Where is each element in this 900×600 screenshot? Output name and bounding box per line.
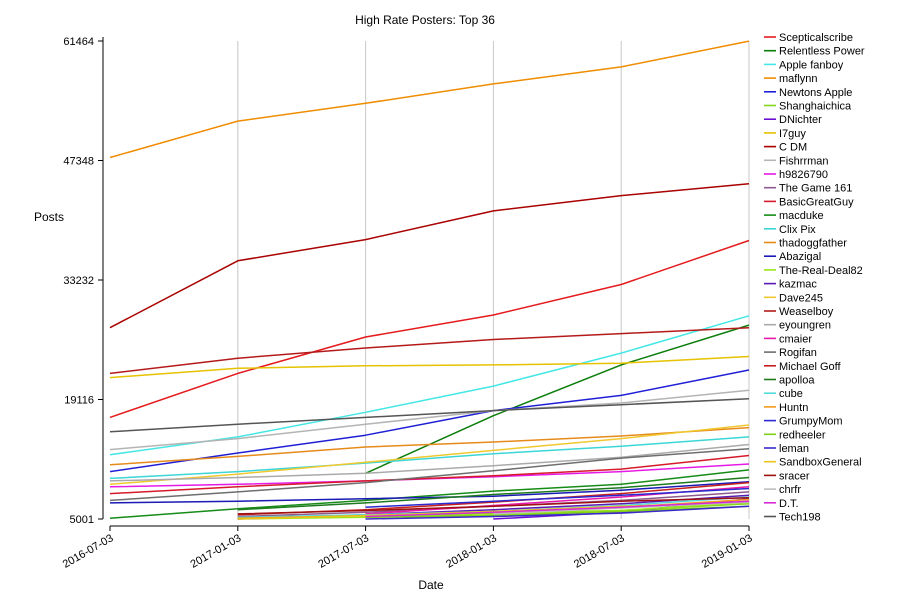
legend-entry: leman <box>779 443 809 455</box>
series-line-chrfr <box>493 501 750 515</box>
series-line-clix-pix <box>109 436 750 480</box>
series-line-basicgreatguy <box>109 454 750 495</box>
legend-entry: DNichter <box>779 114 822 126</box>
legend-entry: Apple fanboy <box>779 59 844 71</box>
x-axis-label: Date <box>418 578 444 592</box>
series-line-relentless-power <box>365 324 750 474</box>
legend-entry: Tech198 <box>779 512 821 524</box>
x-tick-label: 2017-01-03 <box>189 532 244 571</box>
vertical-gridlines <box>237 41 750 519</box>
legend-entry: Fishrrman <box>779 155 829 167</box>
y-tick-label: 19116 <box>64 395 94 407</box>
legend-entry: Clix Pix <box>779 224 816 236</box>
legend-entry: GrumpyMom <box>779 416 843 428</box>
series-line-abazigal <box>109 481 750 504</box>
legend-entry: chrfr <box>779 484 801 496</box>
legend-entry: BasicGreatGuy <box>779 196 854 208</box>
legend-entry: Abazigal <box>779 251 821 263</box>
series-line-maflynn <box>109 40 750 159</box>
series-line-redheeler <box>365 505 750 519</box>
series-line-i7guy <box>109 355 750 379</box>
legend-entry: h9826790 <box>779 169 828 181</box>
series-line-tech198 <box>109 398 750 433</box>
legend-entry: sracer <box>779 470 810 482</box>
legend-entry: macduke <box>779 210 824 222</box>
legend-entry: maflynn <box>779 73 818 85</box>
x-tick-label: 2016-07-03 <box>61 532 116 571</box>
legend-entry: I7guy <box>779 128 806 140</box>
series-line-newtons-apple <box>109 369 750 473</box>
legend-entry: Relentless Power <box>779 46 865 58</box>
legend-entry: eyoungren <box>779 320 831 332</box>
series-line-leman <box>365 505 750 520</box>
x-tick-label: 2018-01-03 <box>444 532 499 571</box>
series-line-rogifan <box>109 447 750 502</box>
series-line-the-real-deal82 <box>237 501 750 520</box>
series-line-weaselboy <box>109 326 750 375</box>
legend-entry: redheeler <box>779 429 826 441</box>
y-tick-label: 5001 <box>70 514 94 526</box>
y-axis-label: Posts <box>34 210 64 224</box>
series-lines <box>109 40 750 520</box>
legend-entry: Shanghaichica <box>779 101 852 113</box>
legend-entry: Rogifan <box>779 347 817 359</box>
x-tick-label: 2018-07-03 <box>572 532 627 571</box>
legend-entry: cube <box>779 388 803 400</box>
series-line-c-dm <box>109 183 750 329</box>
legend-entry: Newtons Apple <box>779 87 852 99</box>
legend-entry: D.T. <box>779 498 799 510</box>
legend-entry: Scepticalscribe <box>779 32 853 44</box>
legend-entry: The-Real-Deal82 <box>779 265 863 277</box>
series-line-macduke <box>109 469 750 519</box>
legend-entry: cmaier <box>779 333 812 345</box>
series-line-apolloa <box>237 476 750 511</box>
series-line-d-t <box>365 500 750 518</box>
chart-title: High Rate Posters: Top 36 <box>355 13 495 27</box>
legend-entry: Weaselboy <box>779 306 834 318</box>
legend-entry: kazmac <box>779 279 817 291</box>
x-tick-label: 2017-07-03 <box>316 532 371 571</box>
legend-entry: Dave245 <box>779 292 823 304</box>
y-tick-label: 61464 <box>63 36 94 48</box>
legend-entry: Huntn <box>779 402 808 414</box>
x-axis: 2016-07-03 2017-01-03 2017-07-03 2018-01-03… <box>61 525 755 571</box>
series-line-dave245 <box>109 424 750 486</box>
series-line-thadoggfather <box>109 426 750 466</box>
series-line-grumpymom <box>365 487 750 508</box>
legend-entry: The Game 161 <box>779 183 852 195</box>
series-line-sracer <box>237 497 750 515</box>
series-line-eyoungren <box>109 443 750 482</box>
series-line-h9826790 <box>109 463 750 488</box>
legend-entry: Michael Goff <box>779 361 841 373</box>
y-tick-label: 33232 <box>63 275 94 287</box>
series-line-fishrrman <box>109 389 750 451</box>
y-tick-label: 47348 <box>63 156 94 168</box>
legend-entry: apolloa <box>779 375 815 387</box>
legend-entry: thadoggfather <box>779 238 847 250</box>
series-line-scepticalscribe <box>109 239 750 419</box>
legend-entry: SandboxGeneral <box>779 457 862 469</box>
x-tick-label: 2019-01-03 <box>700 532 755 571</box>
legend-entry: C DM <box>779 142 807 154</box>
y-axis: 5001 19116 33232 47348 61464 <box>63 36 104 526</box>
